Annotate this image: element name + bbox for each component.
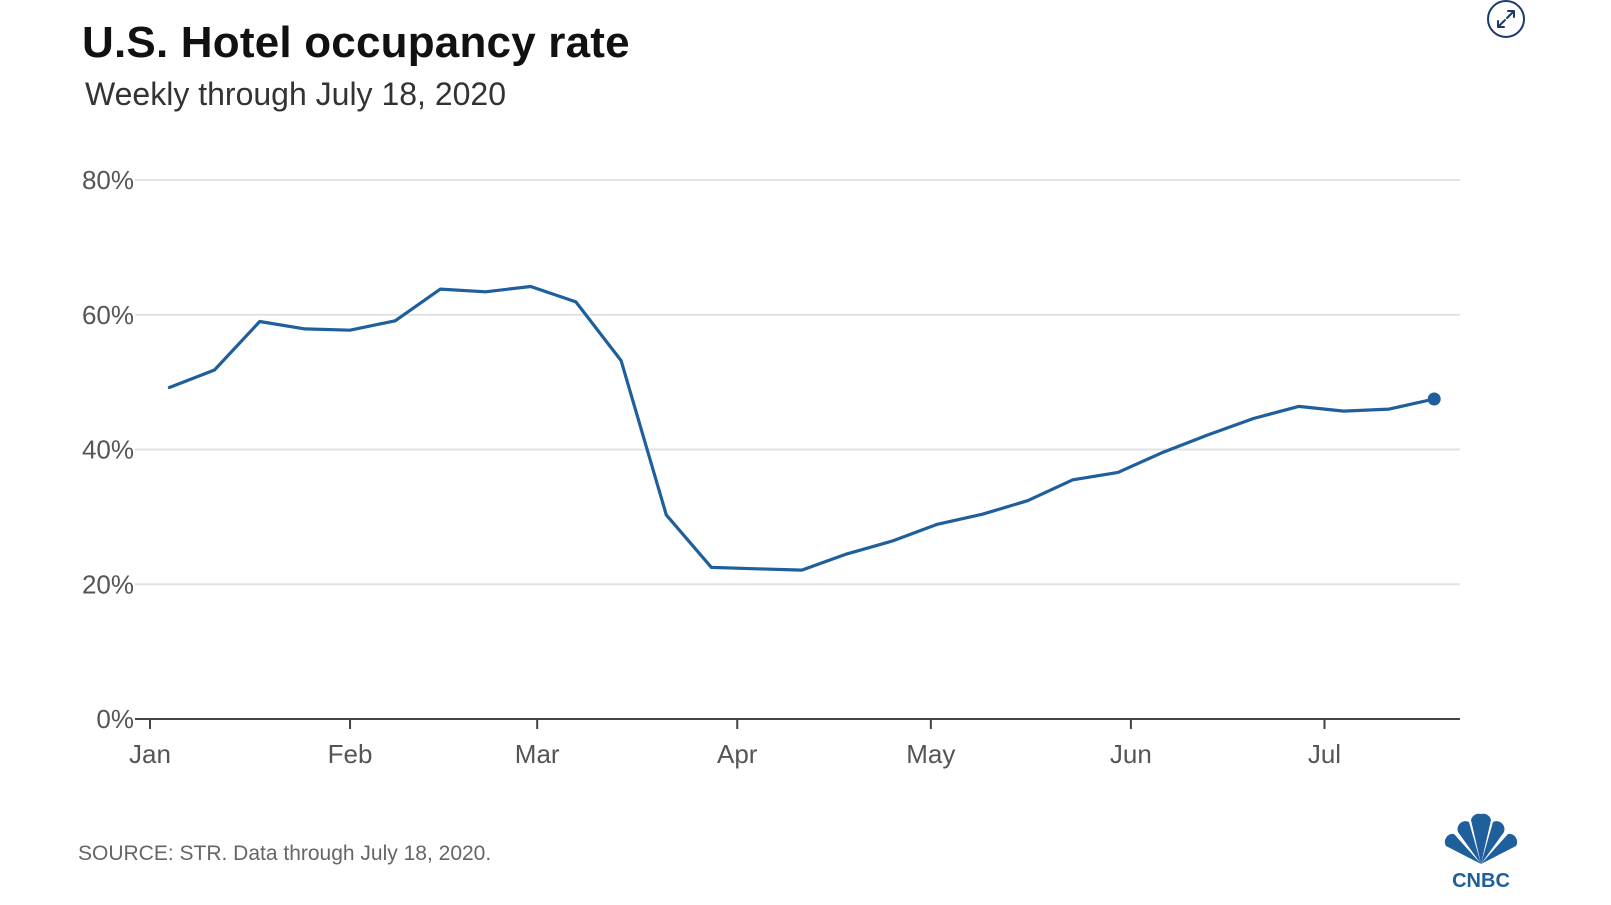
data-point (619, 359, 623, 363)
data-point (1161, 450, 1165, 454)
x-tick-label: Apr (717, 739, 758, 769)
grid-lines (135, 179, 1460, 586)
x-tick-label: Jun (1110, 739, 1152, 769)
data-point (484, 290, 488, 294)
data-point (1026, 499, 1030, 503)
data-point (303, 327, 307, 331)
expand-button[interactable] (1487, 0, 1525, 38)
data-point (1116, 470, 1120, 474)
data-point (529, 285, 533, 289)
chart-subtitle: Weekly through July 18, 2020 (85, 76, 506, 112)
chart-title: U.S. Hotel occupancy rate (82, 18, 630, 67)
data-point (167, 386, 171, 390)
y-tick-label: 0% (96, 704, 134, 734)
x-tick-label: Jul (1308, 739, 1341, 769)
occupancy-series-line (167, 284, 1436, 572)
data-point (438, 287, 442, 291)
data-point (664, 513, 668, 517)
x-tick-label: Jan (129, 739, 171, 769)
data-point (348, 328, 352, 332)
data-point (755, 567, 759, 571)
end-marker (1427, 392, 1441, 406)
data-point (1297, 404, 1301, 408)
y-tick-label: 40% (82, 435, 134, 465)
x-tick-label: Feb (328, 739, 373, 769)
cnbc-logo: CNBC (1444, 813, 1518, 892)
y-axis-labels: 0% 20% 40% 60% 80% (82, 165, 134, 734)
data-point (1071, 478, 1075, 482)
data-point (213, 368, 217, 372)
data-point (709, 565, 713, 569)
data-point (981, 512, 985, 516)
data-point (800, 568, 804, 572)
data-point (1252, 417, 1256, 421)
source-note: SOURCE: STR. Data through July 18, 2020. (78, 842, 492, 865)
data-point (393, 319, 397, 323)
data-point (574, 300, 578, 304)
data-point (1342, 409, 1346, 413)
y-tick-label: 60% (82, 300, 134, 330)
data-point (258, 320, 262, 324)
data-point (1387, 407, 1391, 411)
x-tick-label: Mar (515, 739, 560, 769)
series-layer (167, 284, 1441, 572)
y-tick-label: 80% (82, 165, 134, 195)
data-point (935, 522, 939, 526)
x-tick-label: May (906, 739, 955, 769)
svg-text:CNBC: CNBC (1452, 870, 1510, 892)
x-axis-labels: Jan Feb Mar Apr May Jun Jul (129, 739, 1341, 769)
expand-icon (1497, 10, 1515, 28)
data-point (1206, 433, 1210, 437)
x-axis (135, 718, 1460, 729)
data-point (890, 539, 894, 543)
y-tick-label: 20% (82, 569, 134, 599)
data-point (845, 552, 849, 556)
